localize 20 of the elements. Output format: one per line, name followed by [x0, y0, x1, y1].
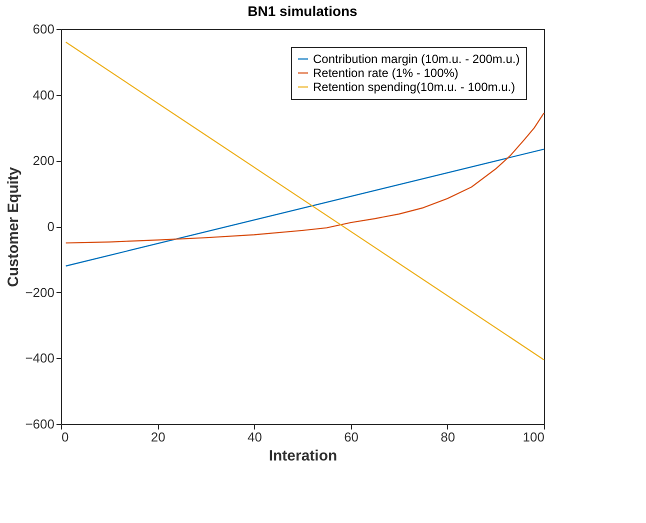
- x-tick-label: 100: [522, 430, 544, 444]
- x-tick-label: 20: [150, 430, 166, 444]
- x-tick-label: 60: [344, 430, 359, 444]
- line-series: [65, 112, 545, 244]
- y-tick-label: 0: [47, 219, 54, 234]
- y-tick-label: −400: [25, 350, 54, 366]
- y-axis-title: Customer Equity: [5, 166, 22, 288]
- x-tick-label: 40: [247, 430, 262, 444]
- y-tick-label: 200: [32, 153, 54, 168]
- y-tick-label: −200: [25, 284, 54, 300]
- legend-label: Retention rate (1% - 100%): [313, 66, 458, 80]
- y-tick-label: 400: [32, 87, 54, 102]
- legend-label: Contribution margin (10m.u. - 200m.u.): [313, 52, 520, 66]
- x-axis-title: Interation: [268, 448, 338, 464]
- y-tick-label: 600: [32, 22, 54, 36]
- legend-label: Retention spending(10m.u. - 100m.u.): [313, 80, 516, 94]
- x-tick-label: 80: [440, 430, 456, 444]
- x-tick-label: 0: [62, 430, 69, 444]
- y-tick-label: −600: [25, 416, 54, 432]
- chart-title: BN1 simulations: [248, 3, 358, 19]
